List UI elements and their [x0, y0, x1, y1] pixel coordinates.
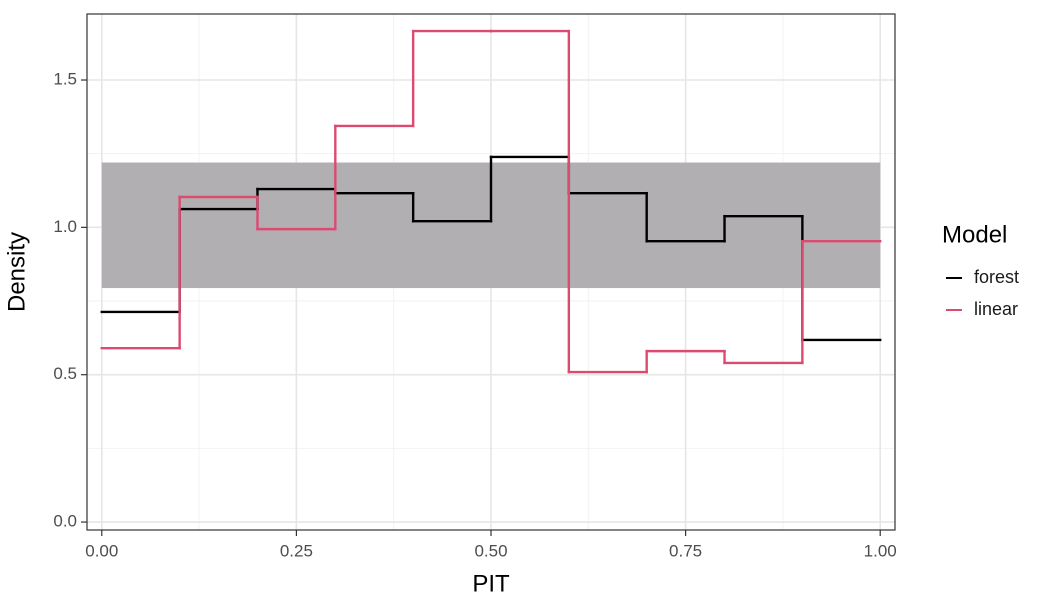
- y-tick-label: 0.5: [53, 364, 77, 383]
- legend-label: forest: [974, 267, 1019, 287]
- y-axis-title: Density: [3, 232, 30, 312]
- x-tick-label: 0.25: [280, 541, 313, 560]
- x-tick-label: 0.50: [474, 541, 507, 560]
- x-axis-title: PIT: [472, 570, 510, 597]
- x-tick-label: 1.00: [864, 541, 897, 560]
- marks: [100, 29, 882, 374]
- y-tick-label: 0.0: [53, 512, 77, 531]
- y-tick-label: 1.0: [53, 217, 77, 236]
- x-tick-label: 0.75: [669, 541, 702, 560]
- legend-label: linear: [974, 299, 1018, 319]
- y-tick-label: 1.5: [53, 69, 77, 88]
- series-linear: [100, 29, 882, 374]
- legend-title: Model: [942, 221, 1007, 248]
- x-tick-label: 0.00: [85, 541, 118, 560]
